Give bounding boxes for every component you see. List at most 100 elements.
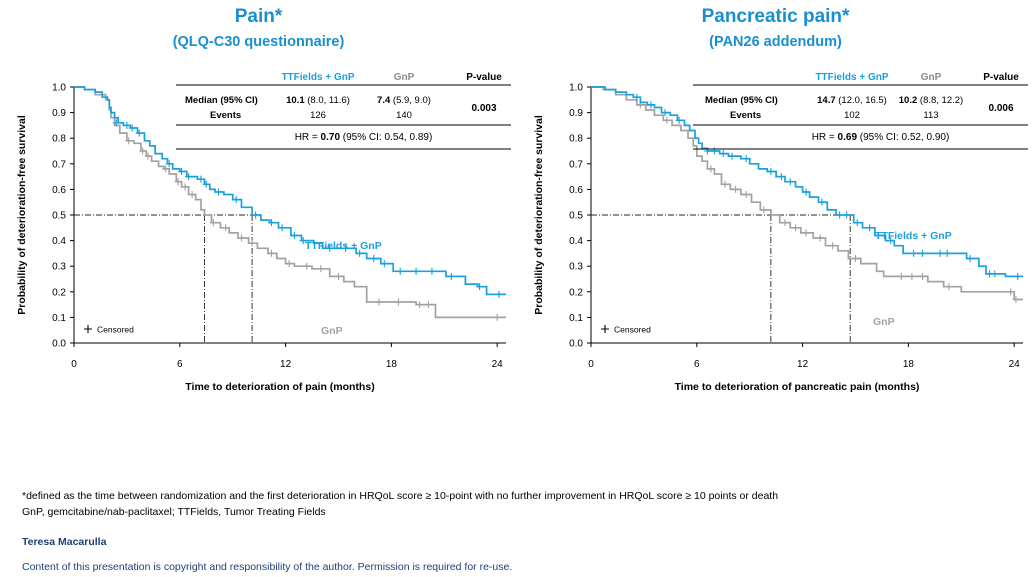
censored-mark: [908, 272, 916, 280]
y-tick-label: 0.4: [52, 236, 66, 247]
censored-mark: [853, 219, 861, 227]
table-median-gnp: 10.2 (8.8, 12.2): [899, 95, 963, 106]
censored-mark: [222, 224, 230, 232]
median-value: 10.1: [286, 95, 305, 106]
hr-prefix: HR =: [295, 132, 321, 143]
y-tick-label: 1.0: [569, 83, 583, 94]
censored-mark: [767, 167, 775, 175]
censored-mark: [380, 260, 388, 268]
censored-mark: [178, 167, 186, 175]
y-tick-label: 0.2: [52, 287, 66, 298]
km-chart-pancreatic-pain: 0.0 0.1 0.2 0.3 0.4 0.5 0.6 0.7 0.8 0.9 1.0 0 6 12 18 2…: [533, 72, 1028, 393]
censored-mark: [342, 244, 350, 252]
km-curve-ttfields-gnp: [591, 86, 1023, 278]
censored-mark: [165, 160, 173, 168]
y-axis-label: Probability of deterioration-free surviv…: [16, 115, 28, 315]
table-events-ttfields-gnp: 126: [310, 110, 326, 121]
table-events-ttfields-gnp: 102: [844, 110, 860, 121]
x-axis-label: Time to deterioration of pancreatic pain…: [675, 381, 920, 393]
censored-mark: [1014, 272, 1022, 280]
author-name: Teresa Macarulla: [22, 536, 107, 548]
censored-mark: [777, 173, 785, 181]
footnote-definition: *defined as the time between randomizati…: [22, 490, 779, 502]
censored-mark: [396, 267, 404, 275]
y-tick-label: 0.2: [569, 287, 583, 298]
table-header-p-value: P-value: [983, 72, 1019, 83]
censored-mark: [174, 178, 182, 186]
censored-mark: [135, 129, 143, 137]
censored-mark: [285, 260, 293, 268]
censored-mark: [493, 313, 501, 321]
censored-mark: [495, 290, 503, 298]
table-events-gnp: 113: [923, 110, 938, 121]
censored-mark: [887, 237, 895, 245]
censored-mark: [202, 180, 210, 188]
y-tick-label: 0.0: [52, 339, 66, 350]
table-median-ttfields-gnp: 14.7 (12.0, 16.5): [817, 95, 887, 106]
censored-mark: [866, 224, 874, 232]
censored-mark: [416, 301, 424, 309]
censored-mark: [197, 175, 205, 183]
y-tick-label: 0.7: [52, 159, 66, 170]
censored-mark: [1012, 295, 1020, 303]
censored-mark: [742, 155, 750, 163]
censored-mark: [139, 147, 147, 155]
table-median-label: Median (95% CI): [185, 95, 258, 106]
x-tick-label: 6: [177, 359, 183, 370]
series-label-gnp: GnP: [321, 325, 343, 337]
table-median-gnp: 7.4 (5.9, 9.0): [377, 95, 431, 106]
hr-ci: (95% CI: 0.52, 0.90): [857, 132, 949, 143]
censored-mark: [428, 267, 436, 275]
censored-mark: [370, 255, 378, 263]
km-curve-ttfields-gnp: [74, 86, 506, 296]
censored-mark: [633, 93, 641, 101]
censored-mark: [802, 229, 810, 237]
censored-mark: [238, 234, 246, 242]
hr-prefix: HR =: [812, 132, 838, 143]
censored-mark: [816, 234, 824, 242]
hr-value: 0.69: [838, 132, 858, 143]
y-tick-label: 0.4: [569, 236, 583, 247]
x-tick-label: 24: [492, 359, 504, 370]
y-tick-label: 0.6: [52, 185, 66, 196]
median-value: 7.4: [377, 95, 391, 106]
median-ci: (8.8, 12.2): [917, 95, 963, 106]
censored-mark: [112, 119, 120, 127]
censored-mark: [267, 219, 275, 227]
km-curve-gnp: [591, 86, 1023, 301]
censored-mark: [317, 265, 325, 273]
x-tick-label: 12: [797, 359, 809, 370]
censored-mark: [707, 165, 715, 173]
y-tick-label: 0.1: [52, 313, 66, 324]
y-tick-label: 0.5: [52, 211, 66, 222]
censored-mark: [647, 101, 655, 109]
censored-mark: [719, 150, 727, 158]
censored-mark: [290, 231, 298, 239]
censored-mark: [375, 298, 383, 306]
median-value: 10.2: [899, 95, 918, 106]
censored-mark: [760, 206, 768, 214]
censored-mark: [252, 211, 260, 219]
censored-mark: [732, 185, 740, 193]
censored-mark: [215, 188, 223, 196]
x-axis-label: Time to deterioration of pain (months): [185, 381, 374, 393]
table-median-label: Median (95% CI): [705, 95, 778, 106]
censored-mark: [267, 249, 275, 257]
y-tick-label: 0.6: [569, 185, 583, 196]
table-median-ttfields-gnp: 10.1 (8.0, 11.6): [286, 95, 350, 106]
table-hazard-ratio: HR = 0.69 (95% CI: 0.52, 0.90): [812, 132, 950, 143]
table-header-ttfields-gnp: TTFields + GnP: [815, 72, 888, 83]
censored-mark: [897, 272, 905, 280]
censored-mark: [936, 249, 944, 257]
series-label-gnp: GnP: [873, 316, 895, 328]
censored-mark: [181, 183, 189, 191]
censored-mark: [209, 219, 217, 227]
table-header-gnp: GnP: [394, 72, 415, 83]
table-p-value: 0.006: [988, 103, 1013, 114]
censored-mark: [943, 249, 951, 257]
table-header-gnp: GnP: [921, 72, 942, 83]
x-tick-label: 0: [588, 359, 594, 370]
censored-mark: [123, 121, 131, 129]
censored-mark: [728, 152, 736, 160]
km-chart-pain: 0.0 0.1 0.2 0.3 0.4 0.5 0.6 0.7 0.8 0.9 1.0 0 6 12 18 2…: [16, 72, 511, 393]
